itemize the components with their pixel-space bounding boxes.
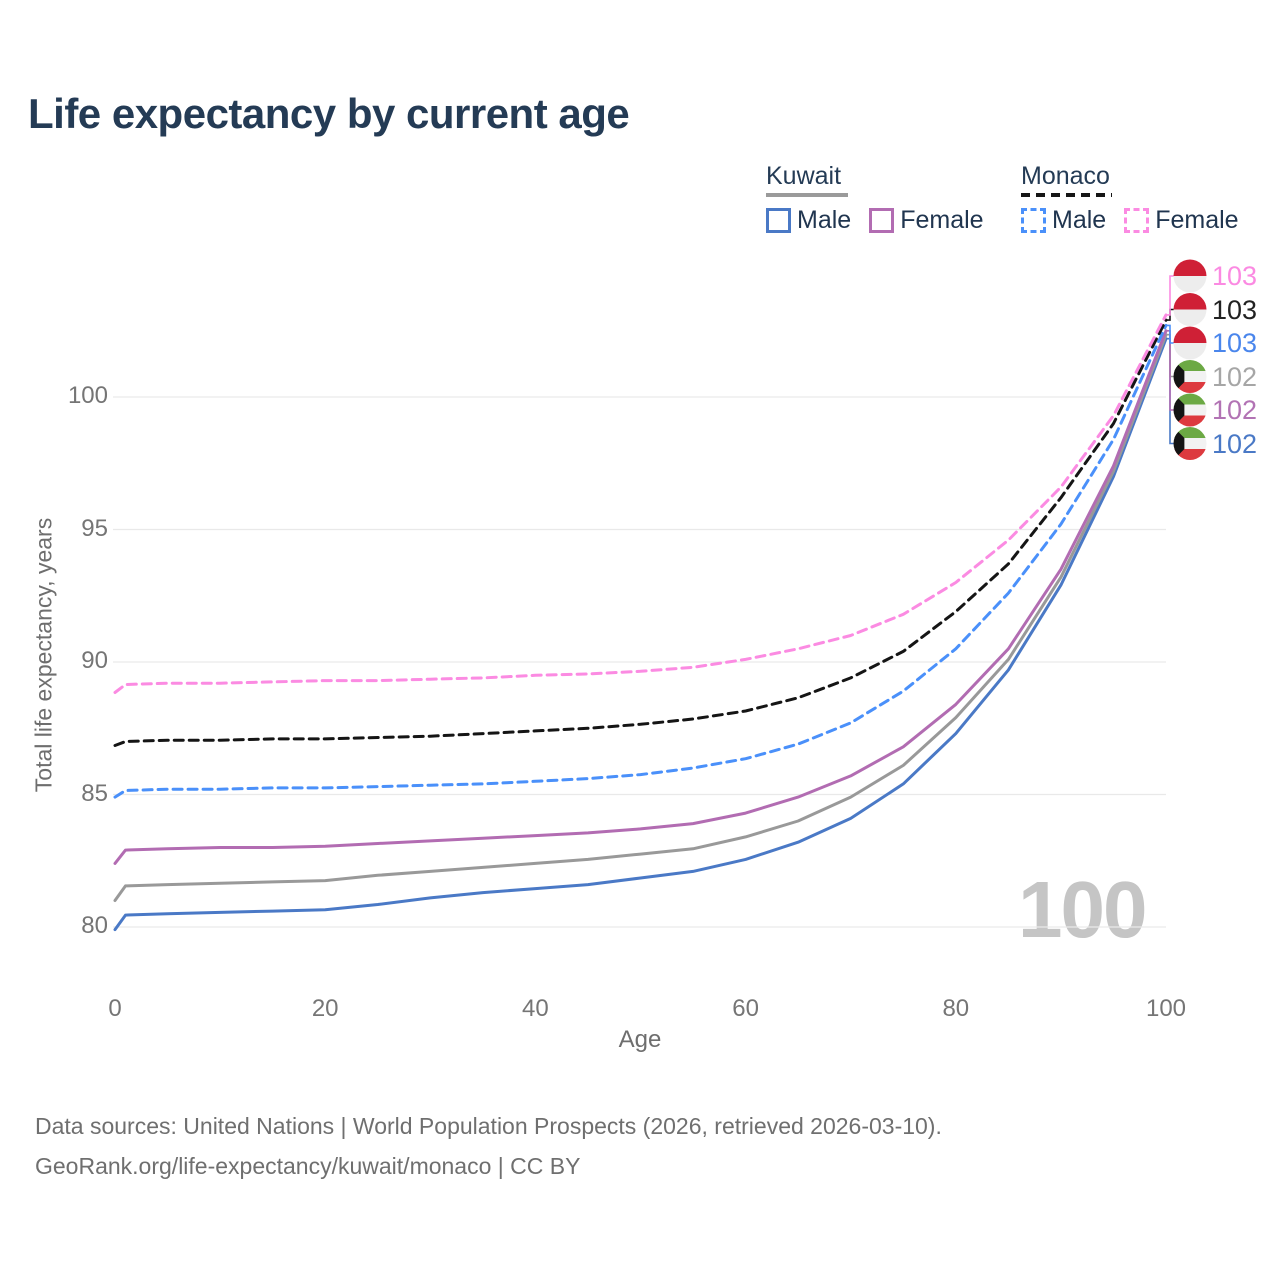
legend-group-monaco: Monaco Male Female — [1021, 162, 1239, 235]
monaco-flag-icon — [1173, 259, 1207, 293]
kuwait-flag-icon — [1173, 393, 1207, 427]
page-title: Life expectancy by current age — [28, 90, 630, 137]
legend-label-monaco-female: Female — [1155, 206, 1239, 234]
data-source-footer: Data sources: United Nations | World Pop… — [35, 1106, 942, 1186]
legend-underline-monaco-dashed — [1021, 193, 1112, 197]
legend-item-monaco-male[interactable]: Male — [1021, 206, 1106, 235]
kuwait-male-swatch-icon — [766, 208, 791, 233]
legend-country-monaco[interactable]: Monaco — [1021, 162, 1110, 190]
legend-item-monaco-female[interactable]: Female — [1124, 206, 1239, 235]
monaco-flag-icon — [1173, 293, 1207, 326]
legend-group-kuwait: Kuwait Male Female — [766, 162, 984, 235]
legend-label-kuwait-male: Male — [797, 206, 852, 234]
legend-underline-kuwait-solid — [766, 193, 848, 197]
end-connector-kuwait-male — [1166, 337, 1176, 445]
series-line-monaco-all — [113, 318, 1168, 747]
legend-item-kuwait-female[interactable]: Female — [869, 206, 984, 235]
monaco-flag-icon — [1173, 326, 1207, 360]
monaco-male-swatch-icon — [1021, 208, 1046, 233]
monaco-female-swatch-icon — [1124, 208, 1150, 233]
legend-row-kuwait: Male Female — [766, 206, 984, 235]
kuwait-flag-icon — [1173, 360, 1207, 393]
series-line-kuwait-female — [113, 329, 1168, 865]
kuwait-flag-icon — [1173, 427, 1207, 460]
series-line-monaco-female — [113, 313, 1168, 694]
legend-label-monaco-male: Male — [1052, 206, 1107, 234]
series-line-kuwait-all — [113, 333, 1168, 902]
footer-attribution-line: GeoRank.org/life-expectancy/kuwait/monac… — [35, 1153, 581, 1179]
legend-row-monaco: Male Female — [1021, 206, 1239, 235]
series-line-monaco-male — [113, 323, 1168, 799]
end-connector-kuwait-female — [1166, 330, 1176, 411]
legend-label-kuwait-female: Female — [900, 206, 984, 234]
legend-item-kuwait-male[interactable]: Male — [766, 206, 851, 235]
legend-country-kuwait[interactable]: Kuwait — [766, 162, 842, 190]
series-line-kuwait-male — [113, 337, 1168, 932]
kuwait-female-swatch-icon — [869, 208, 895, 233]
end-connector-monaco-female — [1166, 275, 1176, 316]
footer-sources-line: Data sources: United Nations | World Pop… — [35, 1113, 942, 1139]
age-watermark: 100 — [1018, 865, 1147, 954]
end-connector-monaco-male — [1166, 324, 1176, 344]
